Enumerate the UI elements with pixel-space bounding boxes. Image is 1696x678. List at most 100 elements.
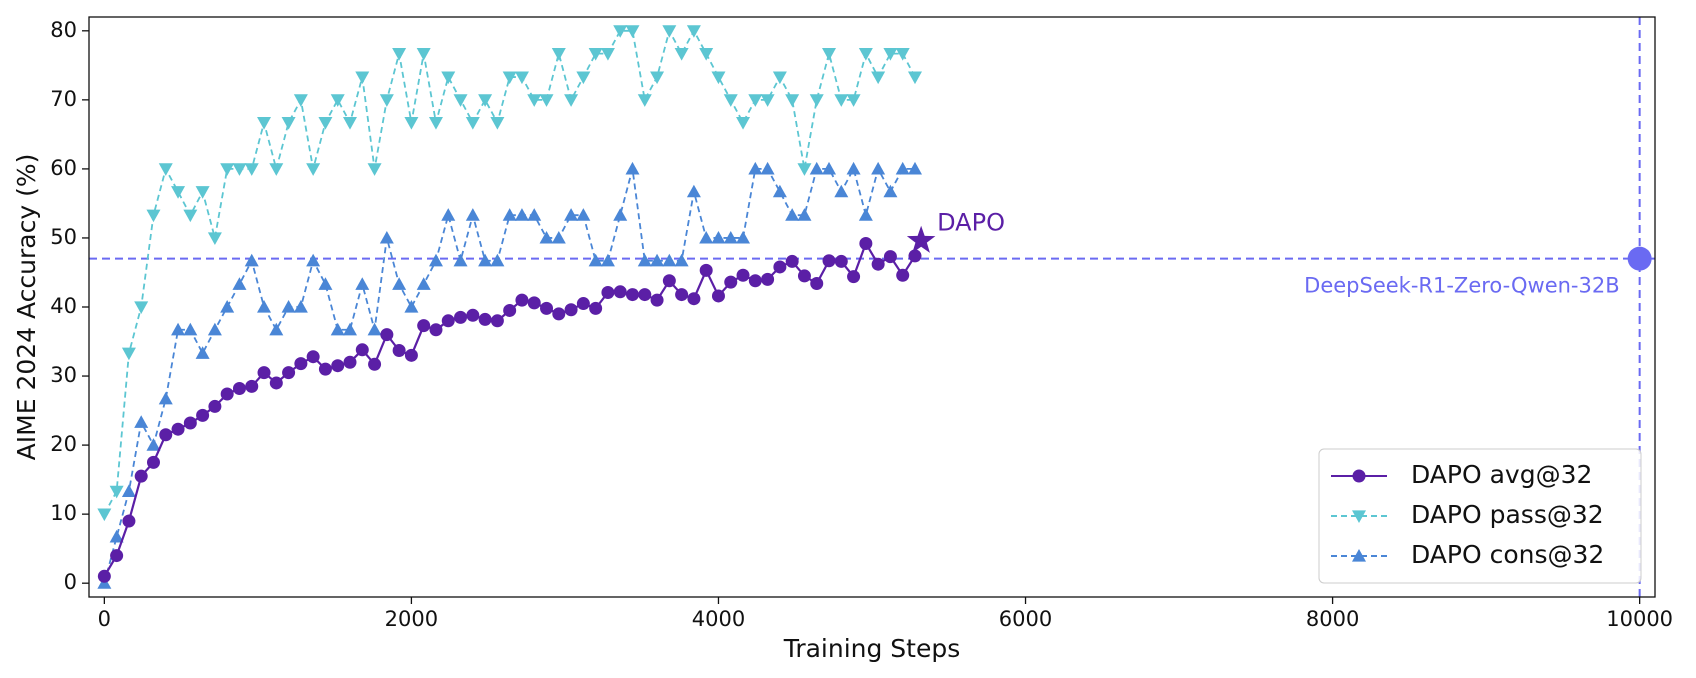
series-marker: [318, 117, 333, 130]
series-marker: [576, 208, 591, 221]
series-marker: [514, 208, 529, 221]
series-marker: [465, 117, 480, 130]
series-marker: [515, 293, 529, 307]
y-tick-label: 30: [50, 363, 77, 387]
series-marker: [158, 391, 173, 405]
series-marker: [650, 293, 664, 307]
series-marker: [428, 117, 443, 130]
series-marker: [392, 344, 406, 357]
series-marker: [711, 71, 726, 85]
series-marker: [306, 253, 321, 267]
series-marker: [822, 161, 837, 175]
series-marker: [638, 288, 652, 302]
series-marker: [797, 269, 811, 283]
series-marker: [245, 379, 259, 393]
series-marker: [625, 161, 640, 175]
series-marker: [686, 25, 701, 38]
series-marker: [871, 71, 886, 85]
series-marker: [675, 288, 689, 302]
series-marker: [196, 408, 210, 422]
series-marker: [466, 308, 480, 322]
series-marker: [588, 253, 603, 267]
series-marker: [772, 71, 787, 85]
y-tick-label: 40: [50, 294, 77, 318]
series-marker: [527, 94, 542, 107]
series-marker: [809, 161, 824, 175]
series-marker: [502, 71, 517, 85]
x-tick-label: 2000: [385, 607, 438, 631]
legend-marker: [1352, 469, 1366, 483]
y-tick-label: 80: [50, 18, 77, 42]
series-marker: [503, 303, 517, 317]
series-marker: [416, 277, 431, 290]
series-line: [103, 240, 916, 577]
x-tick-label: 4000: [692, 607, 745, 631]
series-marker: [797, 163, 812, 176]
series-marker: [809, 94, 824, 107]
series-marker: [785, 254, 799, 268]
series-marker: [674, 47, 689, 61]
series-marker: [343, 322, 357, 336]
series-marker: [895, 161, 910, 175]
series-marker: [244, 253, 259, 267]
series-marker: [441, 71, 456, 85]
series-marker: [318, 362, 332, 376]
series-marker: [490, 117, 505, 130]
series-marker: [736, 268, 750, 282]
series-marker: [453, 253, 468, 267]
series-marker: [613, 208, 628, 221]
series-marker: [552, 307, 566, 321]
series-marker: [564, 303, 578, 317]
series-marker: [724, 275, 738, 289]
series-marker: [589, 301, 603, 315]
series-marker: [343, 355, 357, 369]
series-marker: [711, 230, 726, 244]
series-marker: [871, 161, 886, 175]
series-marker: [195, 186, 210, 199]
series-marker: [650, 71, 665, 85]
y-tick-label: 70: [50, 87, 77, 111]
series-marker: [846, 94, 861, 107]
series-marker: [183, 322, 198, 336]
series-marker: [392, 277, 407, 290]
series-marker: [183, 416, 197, 430]
series-marker: [662, 274, 676, 288]
series-marker: [478, 94, 493, 107]
series-marker: [637, 94, 652, 107]
series-marker: [330, 94, 345, 107]
series-marker: [183, 209, 198, 223]
series-marker: [441, 208, 456, 221]
series-marker: [97, 508, 112, 522]
series-marker: [404, 117, 419, 130]
series-marker: [355, 343, 369, 357]
series-marker: [478, 312, 492, 326]
series-marker: [97, 569, 111, 583]
series-marker: [195, 346, 210, 359]
series-marker: [171, 186, 186, 199]
series-marker: [883, 250, 897, 264]
series-marker: [514, 71, 529, 85]
y-tick-label: 0: [64, 570, 77, 594]
series-marker: [847, 270, 861, 284]
series-marker: [834, 94, 849, 107]
series-marker: [662, 253, 677, 267]
series-marker: [785, 94, 800, 107]
series-marker: [908, 249, 922, 263]
series-marker: [355, 277, 370, 290]
series-marker: [797, 208, 812, 221]
y-tick-label: 50: [50, 225, 77, 249]
plot-frame: [88, 16, 1656, 598]
series-marker: [379, 94, 394, 107]
series-marker: [244, 163, 259, 176]
series-marker: [527, 296, 541, 310]
series-marker: [748, 274, 762, 288]
series-marker: [846, 161, 861, 175]
series-marker: [122, 514, 136, 528]
series-marker: [858, 208, 873, 221]
series-marker: [687, 292, 701, 306]
legend-label: DAPO pass@32: [1411, 500, 1604, 529]
series-marker: [208, 399, 222, 413]
series-marker: [662, 25, 677, 38]
series-marker: [564, 94, 579, 107]
